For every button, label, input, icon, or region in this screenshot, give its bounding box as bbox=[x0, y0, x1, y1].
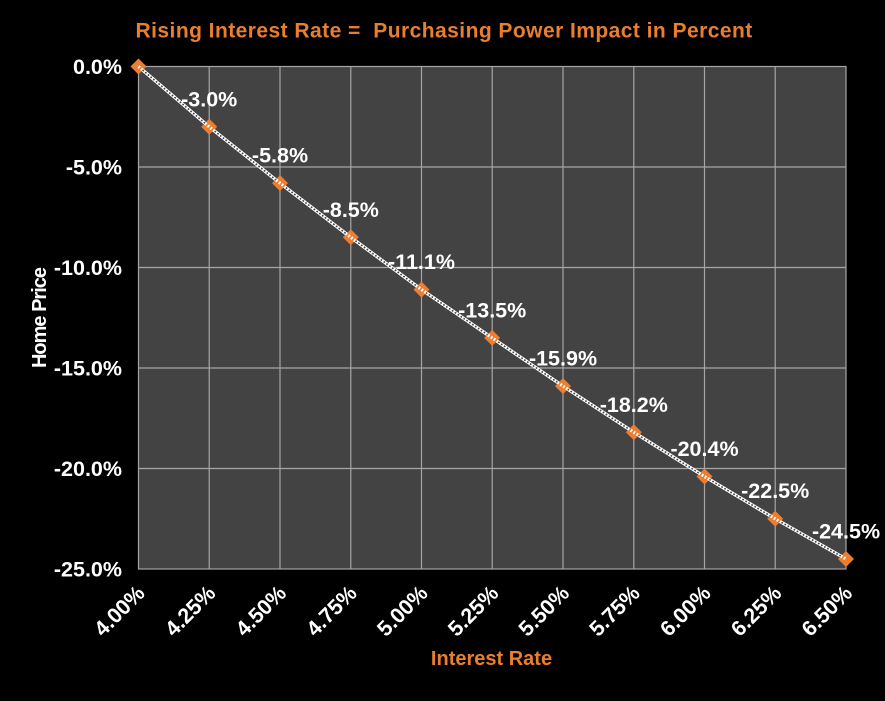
svg-text:-11.1%: -11.1% bbox=[388, 250, 455, 274]
svg-text:-15.0%: -15.0% bbox=[54, 356, 122, 380]
svg-text:Interest Rate: Interest Rate bbox=[431, 648, 552, 670]
svg-text:-22.5%: -22.5% bbox=[741, 479, 809, 503]
svg-text:0.0%: 0.0% bbox=[73, 55, 122, 79]
svg-text:-20.4%: -20.4% bbox=[670, 437, 738, 461]
svg-text:-24.5%: -24.5% bbox=[812, 520, 880, 544]
svg-text:-20.0%: -20.0% bbox=[54, 457, 122, 481]
svg-text:-18.2%: -18.2% bbox=[600, 393, 668, 417]
svg-text:-8.5%: -8.5% bbox=[323, 198, 379, 222]
svg-text:-5.0%: -5.0% bbox=[66, 155, 122, 179]
svg-text:Home Price: Home Price bbox=[29, 267, 51, 368]
svg-text:-25.0%: -25.0% bbox=[54, 557, 122, 581]
svg-text:-10.0%: -10.0% bbox=[54, 256, 122, 280]
svg-text:Rising Interest Rate = Purcha: Rising Interest Rate = Purchasing Power … bbox=[136, 20, 753, 43]
svg-text:-13.5%: -13.5% bbox=[458, 298, 526, 322]
svg-text:-15.9%: -15.9% bbox=[529, 347, 597, 371]
svg-text:-3.0%: -3.0% bbox=[181, 87, 237, 111]
svg-text:-5.8%: -5.8% bbox=[252, 144, 308, 168]
